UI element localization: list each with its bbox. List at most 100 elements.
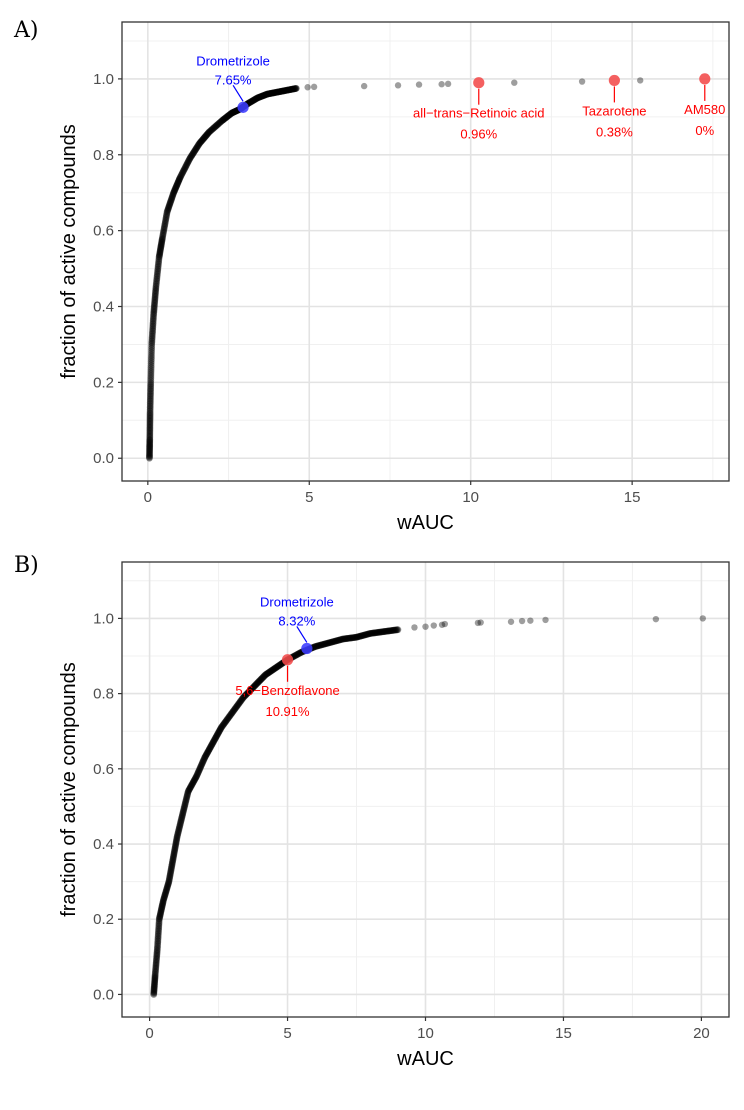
curve-point xyxy=(192,773,200,781)
curve-point xyxy=(168,859,176,867)
curve-point xyxy=(176,820,184,828)
curve-point xyxy=(161,218,169,226)
curve-point xyxy=(163,884,171,892)
curve-point xyxy=(158,903,166,911)
curve-point xyxy=(236,698,244,706)
highlight-name-label: AM580 xyxy=(684,102,725,117)
curve-point xyxy=(200,756,208,764)
highlight-name-label: Drometrizole xyxy=(196,53,270,68)
curve-point xyxy=(265,669,272,677)
data-point xyxy=(477,619,484,626)
curve-point xyxy=(274,88,282,96)
curve-point xyxy=(159,901,166,909)
curve-point xyxy=(147,378,155,386)
curve-point xyxy=(149,320,157,328)
curve-point xyxy=(163,885,171,893)
curve-point xyxy=(225,111,233,119)
curve-point xyxy=(181,800,189,808)
curve-point xyxy=(268,89,276,97)
curve-point xyxy=(195,766,203,774)
curve-point xyxy=(182,163,189,171)
curve-point xyxy=(149,315,157,323)
curve-point xyxy=(154,932,162,940)
curve-point xyxy=(340,635,347,643)
curve-point xyxy=(151,981,158,989)
curve-point xyxy=(190,777,198,785)
curve-point xyxy=(157,243,165,251)
curve-point xyxy=(179,809,187,817)
curve-point xyxy=(269,89,277,97)
curve-point xyxy=(355,633,363,640)
curve-point xyxy=(184,787,192,795)
curve-point xyxy=(317,641,325,649)
curve-point xyxy=(389,626,397,634)
curve-point xyxy=(229,109,237,117)
curve-point xyxy=(178,815,185,823)
data-point xyxy=(652,615,660,623)
curve-point xyxy=(146,452,153,460)
curve-point xyxy=(147,366,155,374)
curve-point xyxy=(155,924,163,931)
curve-point xyxy=(159,899,167,906)
curve-point xyxy=(291,652,299,659)
curve-point xyxy=(344,634,352,642)
curve-point xyxy=(384,627,392,635)
curve-point xyxy=(151,977,159,985)
curve-point xyxy=(148,335,156,343)
curve-point xyxy=(339,635,347,643)
curve-point xyxy=(150,312,157,320)
curve-point xyxy=(166,874,173,882)
curve-point xyxy=(247,686,255,694)
curve-point xyxy=(146,422,154,430)
curve-point xyxy=(155,257,163,264)
curve-point xyxy=(224,113,231,120)
curve-point xyxy=(231,108,239,115)
curve-point xyxy=(234,701,242,709)
curve-point xyxy=(170,187,178,195)
curve-point xyxy=(148,343,156,350)
curve-point xyxy=(151,974,159,982)
data-point xyxy=(394,82,402,89)
curve-point xyxy=(327,639,334,646)
curve-point xyxy=(331,637,339,645)
curve-point xyxy=(146,450,153,458)
curve-point xyxy=(246,687,254,694)
curve-point xyxy=(212,733,220,741)
curve-point xyxy=(175,828,182,835)
curve-point xyxy=(172,841,179,849)
curve-point xyxy=(202,751,210,759)
curve-point xyxy=(156,248,164,256)
curve-point xyxy=(197,762,205,770)
curve-point xyxy=(288,85,296,93)
data-point xyxy=(507,618,515,625)
data-point xyxy=(527,617,534,624)
curve-point xyxy=(194,142,202,150)
curve-point xyxy=(226,712,234,720)
curve-point xyxy=(255,677,263,685)
curve-point xyxy=(292,85,300,92)
curve-point xyxy=(228,109,236,117)
curve-point xyxy=(208,740,216,748)
curve-point xyxy=(256,93,264,101)
curve-point xyxy=(262,671,269,679)
curve-point xyxy=(161,890,169,898)
curve-point xyxy=(294,650,301,658)
curve-point xyxy=(158,235,166,243)
curve-point xyxy=(168,193,176,201)
curve-point xyxy=(386,627,393,635)
curve-point xyxy=(259,92,266,100)
curve-point xyxy=(287,86,295,93)
curve-point xyxy=(267,89,275,97)
curve-point xyxy=(289,85,297,93)
curve-point xyxy=(151,976,159,984)
curve-point xyxy=(370,629,378,637)
curve-point xyxy=(155,919,163,926)
curve-point xyxy=(165,879,172,887)
curve-point xyxy=(252,680,260,688)
curve-point xyxy=(174,180,182,187)
curve-point xyxy=(190,149,197,157)
curve-point xyxy=(365,630,373,638)
curve-point xyxy=(260,673,268,681)
highlight-point xyxy=(699,73,711,85)
curve-point xyxy=(146,437,154,445)
